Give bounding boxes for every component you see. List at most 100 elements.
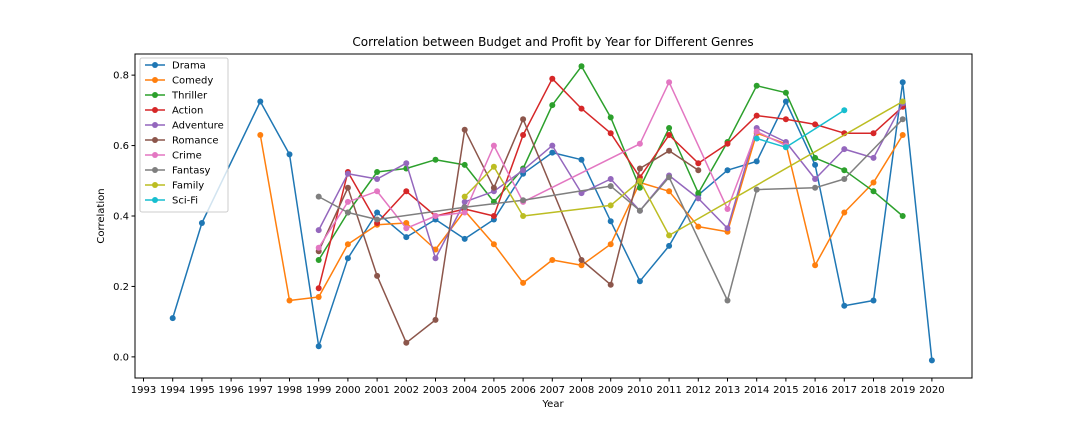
data-point-drama-2001 (374, 209, 381, 216)
data-point-drama-2016 (812, 161, 819, 168)
legend-label-family: Family (172, 181, 204, 192)
data-point-sci-fi-2017 (841, 107, 848, 114)
data-point-comedy-2016 (812, 262, 819, 269)
data-point-drama-2013 (724, 167, 731, 174)
legend-marker-thriller (152, 92, 158, 98)
legend-item-romance: Romance (145, 136, 218, 147)
data-point-thriller-2016 (812, 154, 819, 161)
data-point-drama-1995 (198, 220, 205, 226)
data-point-fantasy-2009 (607, 183, 614, 190)
x-tick-label-2011: 2011 (656, 385, 681, 396)
data-point-family-2005 (490, 163, 497, 170)
data-point-crime-2011 (666, 79, 673, 86)
data-point-thriller-2008 (578, 63, 585, 70)
x-tick-label-2013: 2013 (715, 385, 740, 396)
data-point-crime-2001 (374, 188, 381, 195)
data-point-family-2010 (636, 177, 643, 184)
data-point-comedy-2000 (344, 241, 351, 248)
data-point-romance-2008 (578, 257, 585, 263)
legend-item-sci-fi: Sci-Fi (145, 196, 198, 207)
y-tick-label-2: 0.4 (113, 212, 129, 223)
data-point-thriller-2007 (549, 102, 556, 109)
x-axis-label: Year (541, 399, 564, 410)
x-tick-label-2009: 2009 (598, 385, 623, 396)
series-line-romance (318, 118, 699, 344)
data-point-comedy-2018 (870, 179, 877, 186)
data-point-fantasy-2011 (666, 174, 673, 181)
data-point-drama-2004 (461, 235, 468, 242)
series-adventure (315, 100, 906, 262)
data-point-comedy-1999 (315, 294, 322, 300)
data-point-family-2004 (461, 193, 468, 200)
x-tick-label-2016: 2016 (802, 385, 827, 396)
x-tick-label-2002: 2002 (394, 385, 419, 396)
legend-label-thriller: Thriller (171, 91, 208, 102)
data-point-crime-2000 (344, 198, 351, 205)
data-point-thriller-2011 (666, 125, 673, 131)
x-tick-label-2018: 2018 (861, 385, 886, 396)
data-point-romance-2012 (695, 167, 702, 174)
data-point-drama-2020 (928, 357, 935, 364)
x-tick-label-2005: 2005 (481, 385, 506, 396)
legend-label-romance: Romance (172, 136, 218, 147)
y-tick-label-3: 0.6 (113, 141, 129, 152)
data-point-thriller-2019 (899, 213, 906, 219)
data-point-romance-2003 (432, 316, 439, 323)
data-point-comedy-2009 (607, 241, 614, 248)
data-point-fantasy-2019 (899, 116, 906, 123)
data-point-adventure-2017 (841, 146, 848, 153)
data-point-action-2002 (403, 188, 410, 195)
legend-marker-sci-fi (152, 197, 158, 203)
legend-marker-drama (152, 62, 158, 68)
data-point-crime-2003 (432, 213, 439, 219)
data-point-fantasy-2017 (841, 176, 848, 182)
data-point-adventure-2006 (520, 167, 527, 174)
data-point-action-2006 (520, 132, 527, 138)
legend-marker-adventure (152, 122, 158, 128)
x-tick-label-1994: 1994 (160, 385, 185, 396)
y-tick-label-4: 0.8 (113, 71, 129, 82)
legend-label-crime: Crime (172, 151, 202, 162)
data-point-adventure-2003 (432, 255, 439, 262)
data-point-adventure-2012 (695, 195, 702, 202)
data-point-adventure-2018 (870, 154, 877, 161)
data-point-romance-2005 (490, 184, 497, 191)
data-point-action-2015 (782, 116, 789, 123)
legend-item-comedy: Comedy (145, 76, 213, 87)
series-sci-fi (753, 107, 848, 151)
x-tick-label-2003: 2003 (423, 385, 448, 396)
legend-marker-comedy (152, 77, 158, 83)
x-tick-label-1999: 1999 (306, 385, 331, 396)
data-point-thriller-2017 (841, 167, 848, 174)
x-tick-label-1998: 1998 (277, 385, 302, 396)
x-tick-label-2001: 2001 (364, 385, 389, 396)
data-point-action-2012 (695, 160, 702, 167)
data-point-action-2011 (666, 132, 673, 138)
data-point-drama-1998 (286, 151, 293, 158)
legend-marker-family (152, 182, 158, 188)
data-point-romance-2009 (607, 281, 614, 288)
legend-item-adventure: Adventure (145, 121, 224, 132)
data-point-comedy-2007 (549, 257, 556, 263)
x-tick-label-2006: 2006 (510, 385, 535, 396)
data-point-thriller-2010 (636, 184, 643, 191)
y-axis-label: Correlation (96, 188, 107, 243)
data-point-action-2014 (753, 112, 760, 119)
legend: Drama Comedy Thriller Action Adventure Romanc… (139, 57, 229, 213)
data-point-family-2009 (607, 202, 614, 209)
data-point-drama-2002 (403, 234, 410, 241)
data-point-action-2007 (549, 75, 556, 82)
plot-area (169, 63, 935, 364)
data-point-adventure-2007 (549, 142, 556, 149)
data-point-fantasy-2004 (461, 204, 468, 211)
legend-label-action: Action (172, 106, 203, 117)
legend-item-family: Family (145, 181, 204, 192)
data-point-sci-fi-2014 (753, 135, 760, 142)
data-point-thriller-2009 (607, 114, 614, 121)
y-axis: 0.0 0.2 0.4 0.6 0.8 (113, 71, 135, 363)
data-point-drama-2019 (899, 79, 906, 86)
data-point-action-2008 (578, 105, 585, 112)
series-romance (315, 116, 702, 346)
data-point-comedy-2002 (403, 220, 410, 226)
data-point-action-2016 (812, 121, 819, 128)
